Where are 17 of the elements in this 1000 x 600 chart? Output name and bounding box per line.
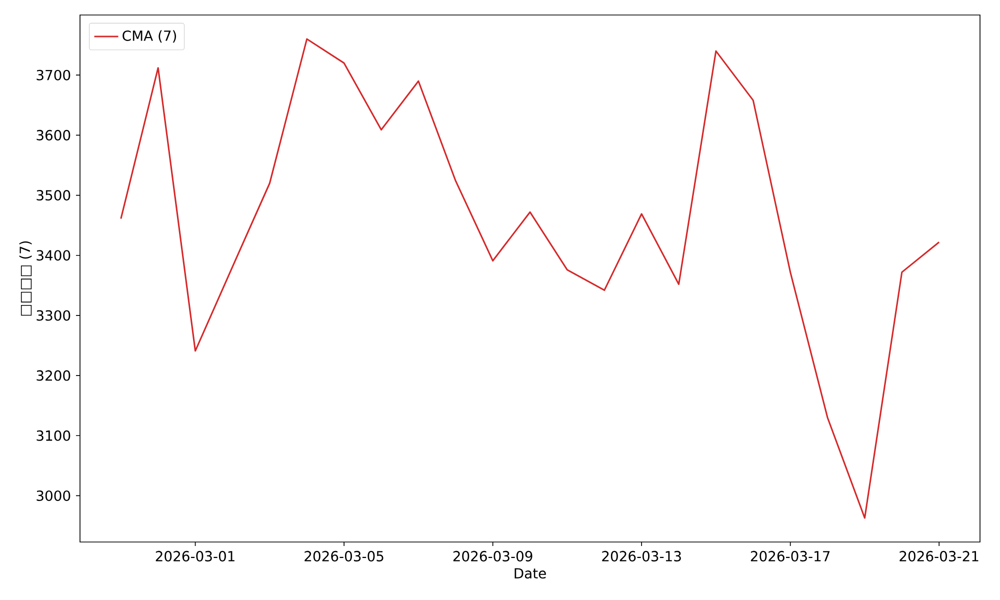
legend-label: CMA (7) xyxy=(122,30,176,43)
x-tick-label: 2026-03-17 xyxy=(750,550,830,562)
x-tick-label: 2026-03-01 xyxy=(156,550,234,562)
y-axis-title: □□□□ (7) xyxy=(19,241,32,316)
y-tick-label: 3300 xyxy=(36,310,70,321)
y-tick-label: 3700 xyxy=(36,70,70,80)
x-axis-title: Date xyxy=(514,568,546,579)
y-tick-label: 3400 xyxy=(36,250,70,261)
y-tick-label: 3500 xyxy=(36,190,70,201)
y-tick-label: 3600 xyxy=(36,130,70,140)
x-tick-label: 2026-03-05 xyxy=(304,550,384,562)
y-tick-label: 3100 xyxy=(36,430,70,441)
x-tick-label: 2026-03-21 xyxy=(900,550,978,562)
y-tick-label: 3200 xyxy=(36,370,70,381)
x-tick-label: 2026-03-09 xyxy=(453,550,532,562)
y-tick-label: 3000 xyxy=(36,490,70,501)
x-tick-label: 2026-03-13 xyxy=(602,550,681,562)
